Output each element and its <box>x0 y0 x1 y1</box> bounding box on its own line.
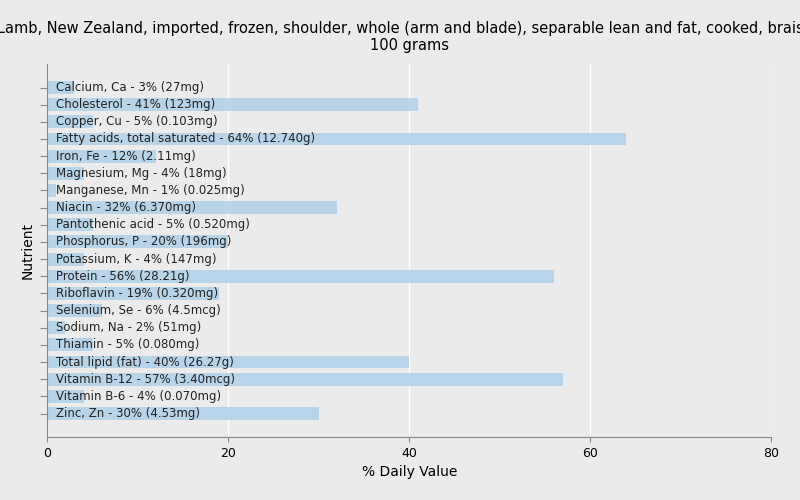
Text: Sodium, Na - 2% (51mg): Sodium, Na - 2% (51mg) <box>56 321 202 334</box>
Bar <box>47 252 83 266</box>
Text: Potassium, K - 4% (147mg): Potassium, K - 4% (147mg) <box>56 252 217 266</box>
Text: Calcium, Ca - 3% (27mg): Calcium, Ca - 3% (27mg) <box>56 81 204 94</box>
Text: Phosphorus, P - 20% (196mg): Phosphorus, P - 20% (196mg) <box>56 236 232 248</box>
Bar <box>47 304 102 317</box>
Title: Lamb, New Zealand, imported, frozen, shoulder, whole (arm and blade), separable : Lamb, New Zealand, imported, frozen, sho… <box>0 21 800 53</box>
Bar <box>47 167 83 179</box>
Bar <box>47 373 563 386</box>
Bar <box>47 236 228 248</box>
Bar <box>47 184 56 197</box>
Text: Manganese, Mn - 1% (0.025mg): Manganese, Mn - 1% (0.025mg) <box>56 184 245 197</box>
Bar <box>47 390 83 403</box>
Bar <box>47 218 93 231</box>
Bar <box>47 356 410 368</box>
Bar <box>47 201 337 214</box>
Text: Cholesterol - 41% (123mg): Cholesterol - 41% (123mg) <box>56 98 216 111</box>
Text: Zinc, Zn - 30% (4.53mg): Zinc, Zn - 30% (4.53mg) <box>56 407 200 420</box>
Bar <box>47 322 66 334</box>
Text: Total lipid (fat) - 40% (26.27g): Total lipid (fat) - 40% (26.27g) <box>56 356 234 368</box>
Text: Vitamin B-6 - 4% (0.070mg): Vitamin B-6 - 4% (0.070mg) <box>56 390 222 403</box>
X-axis label: % Daily Value: % Daily Value <box>362 465 457 479</box>
Bar <box>47 407 318 420</box>
Text: Thiamin - 5% (0.080mg): Thiamin - 5% (0.080mg) <box>56 338 200 351</box>
Bar <box>47 116 93 128</box>
Text: Vitamin B-12 - 57% (3.40mcg): Vitamin B-12 - 57% (3.40mcg) <box>56 372 235 386</box>
Bar <box>47 132 626 145</box>
Bar <box>47 98 418 111</box>
Text: Selenium, Se - 6% (4.5mcg): Selenium, Se - 6% (4.5mcg) <box>56 304 221 317</box>
Bar <box>47 150 156 162</box>
Text: Copper, Cu - 5% (0.103mg): Copper, Cu - 5% (0.103mg) <box>56 116 218 128</box>
Text: Riboflavin - 19% (0.320mg): Riboflavin - 19% (0.320mg) <box>56 287 218 300</box>
Text: Magnesium, Mg - 4% (18mg): Magnesium, Mg - 4% (18mg) <box>56 167 227 180</box>
Bar <box>47 287 219 300</box>
Text: Protein - 56% (28.21g): Protein - 56% (28.21g) <box>56 270 190 282</box>
Text: Niacin - 32% (6.370mg): Niacin - 32% (6.370mg) <box>56 201 196 214</box>
Bar <box>47 81 74 94</box>
Text: Pantothenic acid - 5% (0.520mg): Pantothenic acid - 5% (0.520mg) <box>56 218 250 232</box>
Text: Iron, Fe - 12% (2.11mg): Iron, Fe - 12% (2.11mg) <box>56 150 196 162</box>
Y-axis label: Nutrient: Nutrient <box>21 222 35 279</box>
Text: Fatty acids, total saturated - 64% (12.740g): Fatty acids, total saturated - 64% (12.7… <box>56 132 315 145</box>
Bar <box>47 338 93 351</box>
Bar <box>47 270 554 282</box>
